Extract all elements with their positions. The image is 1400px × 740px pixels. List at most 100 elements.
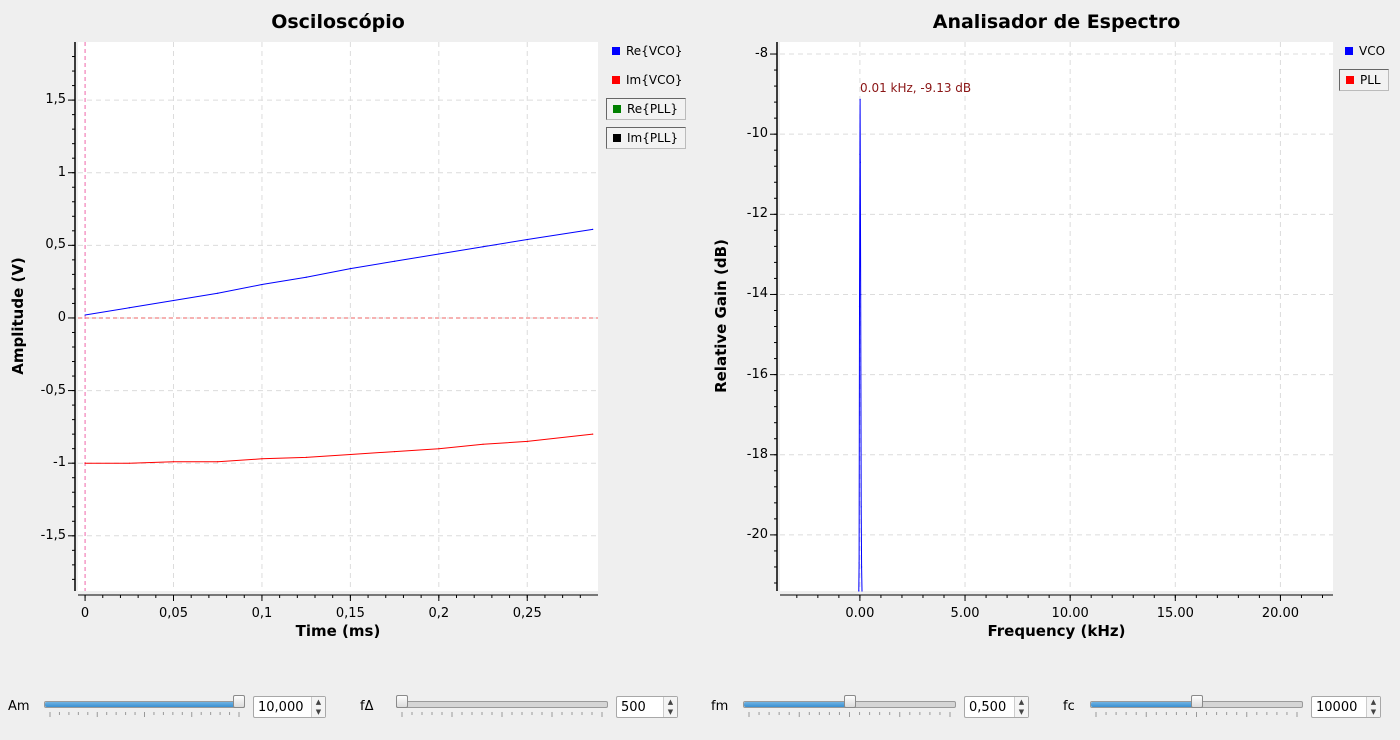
legend-swatch-re-vco [612, 47, 620, 55]
am-slider-track [44, 701, 245, 708]
data-point-im-vco [438, 448, 440, 450]
fm-spin-buttons: ▲ ▼ [1014, 697, 1028, 717]
fc-slider-fill [1091, 702, 1198, 707]
legend-item-re-vco[interactable]: Re{VCO} [606, 40, 686, 62]
fc-increment-icon[interactable]: ▲ [1370, 698, 1377, 706]
am-label: Am [8, 699, 30, 714]
am-spinbox[interactable]: 10,000 ▲ ▼ [253, 696, 326, 718]
fdelta-slider[interactable] [396, 695, 608, 719]
fm-slider-handle[interactable] [843, 695, 856, 708]
data-point-re-vco [482, 246, 484, 248]
y-tick-label: -14 [746, 286, 768, 302]
data-point-im-vco [128, 462, 130, 464]
data-point-im-vco [261, 458, 263, 460]
fc-label: fc [1063, 699, 1075, 714]
x-tick-label: 15.00 [1156, 606, 1194, 621]
data-point-re-vco [84, 314, 86, 316]
fc-spinbox[interactable]: 10000 ▲ ▼ [1311, 696, 1381, 718]
data-point-vco [860, 293, 862, 296]
y-tick-label: -12 [746, 206, 768, 222]
y-tick-label: 1 [57, 164, 66, 180]
x-tick-label: 0,25 [512, 606, 542, 621]
x-tick-label: 0,1 [251, 606, 273, 621]
legend-label-re-vco: Re{VCO} [626, 44, 683, 58]
fc-slider[interactable] [1090, 695, 1303, 719]
fdelta-slider-ticks [401, 712, 603, 717]
y-tick-label: 0,5 [45, 237, 66, 253]
fdelta-value: 500 [621, 700, 646, 715]
legend-label-re-pll: Re{PLL} [627, 102, 679, 116]
data-point-re-vco [592, 228, 594, 230]
fc-slider-ticks [1095, 712, 1298, 717]
fdelta-spinbox[interactable]: 500 ▲ ▼ [616, 696, 678, 718]
data-point-im-vco [305, 456, 307, 458]
x-tick-label: 0,2 [428, 606, 450, 621]
legend-item-pll[interactable]: PLL [1339, 69, 1389, 91]
am-increment-icon[interactable]: ▲ [315, 698, 322, 706]
oscilloscope-xlabel: Time (ms) [295, 622, 381, 640]
fdelta-label: fΔ [360, 699, 374, 714]
y-tick-label: 1,5 [45, 92, 66, 108]
data-point-re-vco [305, 276, 307, 278]
spectrum-plot-area[interactable] [780, 42, 1333, 591]
oscilloscope-title: Osciloscópio [271, 11, 405, 33]
am-value: 10,000 [258, 700, 304, 715]
legend-item-vco[interactable]: VCO [1339, 40, 1389, 62]
series-line-re-vco [85, 228, 593, 316]
data-point-vco [859, 161, 861, 163]
fdelta-slider-handle[interactable] [396, 695, 408, 708]
data-point-vco [860, 566, 863, 568]
data-point-vco [859, 98, 861, 100]
y-tick-label: -10 [746, 126, 768, 142]
fc-slider-handle[interactable] [1190, 695, 1203, 708]
am-slider-handle[interactable] [233, 695, 245, 708]
oscilloscope-plot-area[interactable] [78, 42, 598, 591]
fc-value: 10000 [1316, 700, 1358, 715]
x-tick-label: 10.00 [1051, 606, 1089, 621]
fm-slider[interactable] [743, 695, 956, 719]
x-tick-label: 0,15 [335, 606, 365, 621]
fm-increment-icon[interactable]: ▲ [1018, 698, 1025, 706]
data-point-vco [861, 590, 863, 592]
data-point-im-vco [393, 450, 396, 453]
data-point-vco [860, 506, 862, 508]
series-line-im-vco [85, 433, 593, 464]
data-point-im-vco [526, 440, 528, 443]
am-slider-ticks [49, 712, 240, 717]
data-point-im-vco [217, 461, 219, 463]
x-tick-label: 0.00 [845, 606, 875, 621]
legend-item-im-vco[interactable]: Im{VCO} [606, 69, 686, 91]
legend-item-im-pll[interactable]: Im{PLL} [606, 127, 686, 149]
data-point-re-vco [128, 307, 130, 309]
fc-spin-buttons: ▲ ▼ [1366, 697, 1380, 717]
legend-item-re-pll[interactable]: Re{PLL} [606, 98, 686, 120]
y-tick-label: -18 [746, 446, 768, 462]
spectrum-title: Analisador de Espectro [932, 11, 1181, 33]
legend-swatch-vco [1345, 47, 1353, 55]
am-slider[interactable] [44, 695, 245, 719]
data-point-im-vco [482, 443, 484, 445]
fdelta-decrement-icon[interactable]: ▼ [667, 708, 674, 716]
am-slider-fill [45, 702, 240, 707]
data-point-im-vco [349, 453, 351, 456]
series-line-vco [858, 99, 863, 592]
am-decrement-icon[interactable]: ▼ [315, 708, 322, 716]
data-point-im-vco [84, 462, 86, 464]
x-tick-label: 0,05 [159, 606, 188, 621]
fm-label: fm [711, 699, 729, 714]
fdelta-spin-buttons: ▲ ▼ [663, 697, 677, 717]
data-point-re-vco [438, 253, 440, 255]
legend-swatch-pll [1346, 76, 1354, 84]
fc-decrement-icon[interactable]: ▼ [1370, 708, 1377, 716]
fm-spinbox[interactable]: 0,500 ▲ ▼ [964, 696, 1029, 718]
fm-decrement-icon[interactable]: ▼ [1018, 708, 1025, 716]
data-point-re-vco [261, 283, 263, 286]
fdelta-increment-icon[interactable]: ▲ [667, 698, 674, 706]
fdelta-slider-track [396, 701, 608, 708]
legend-swatch-im-pll [613, 134, 621, 142]
am-spin-buttons: ▲ ▼ [311, 697, 325, 717]
spectrum-peak-marker-label: 0.01 kHz, -9.13 dB [860, 81, 972, 95]
legend-label-im-vco: Im{VCO} [626, 73, 683, 87]
